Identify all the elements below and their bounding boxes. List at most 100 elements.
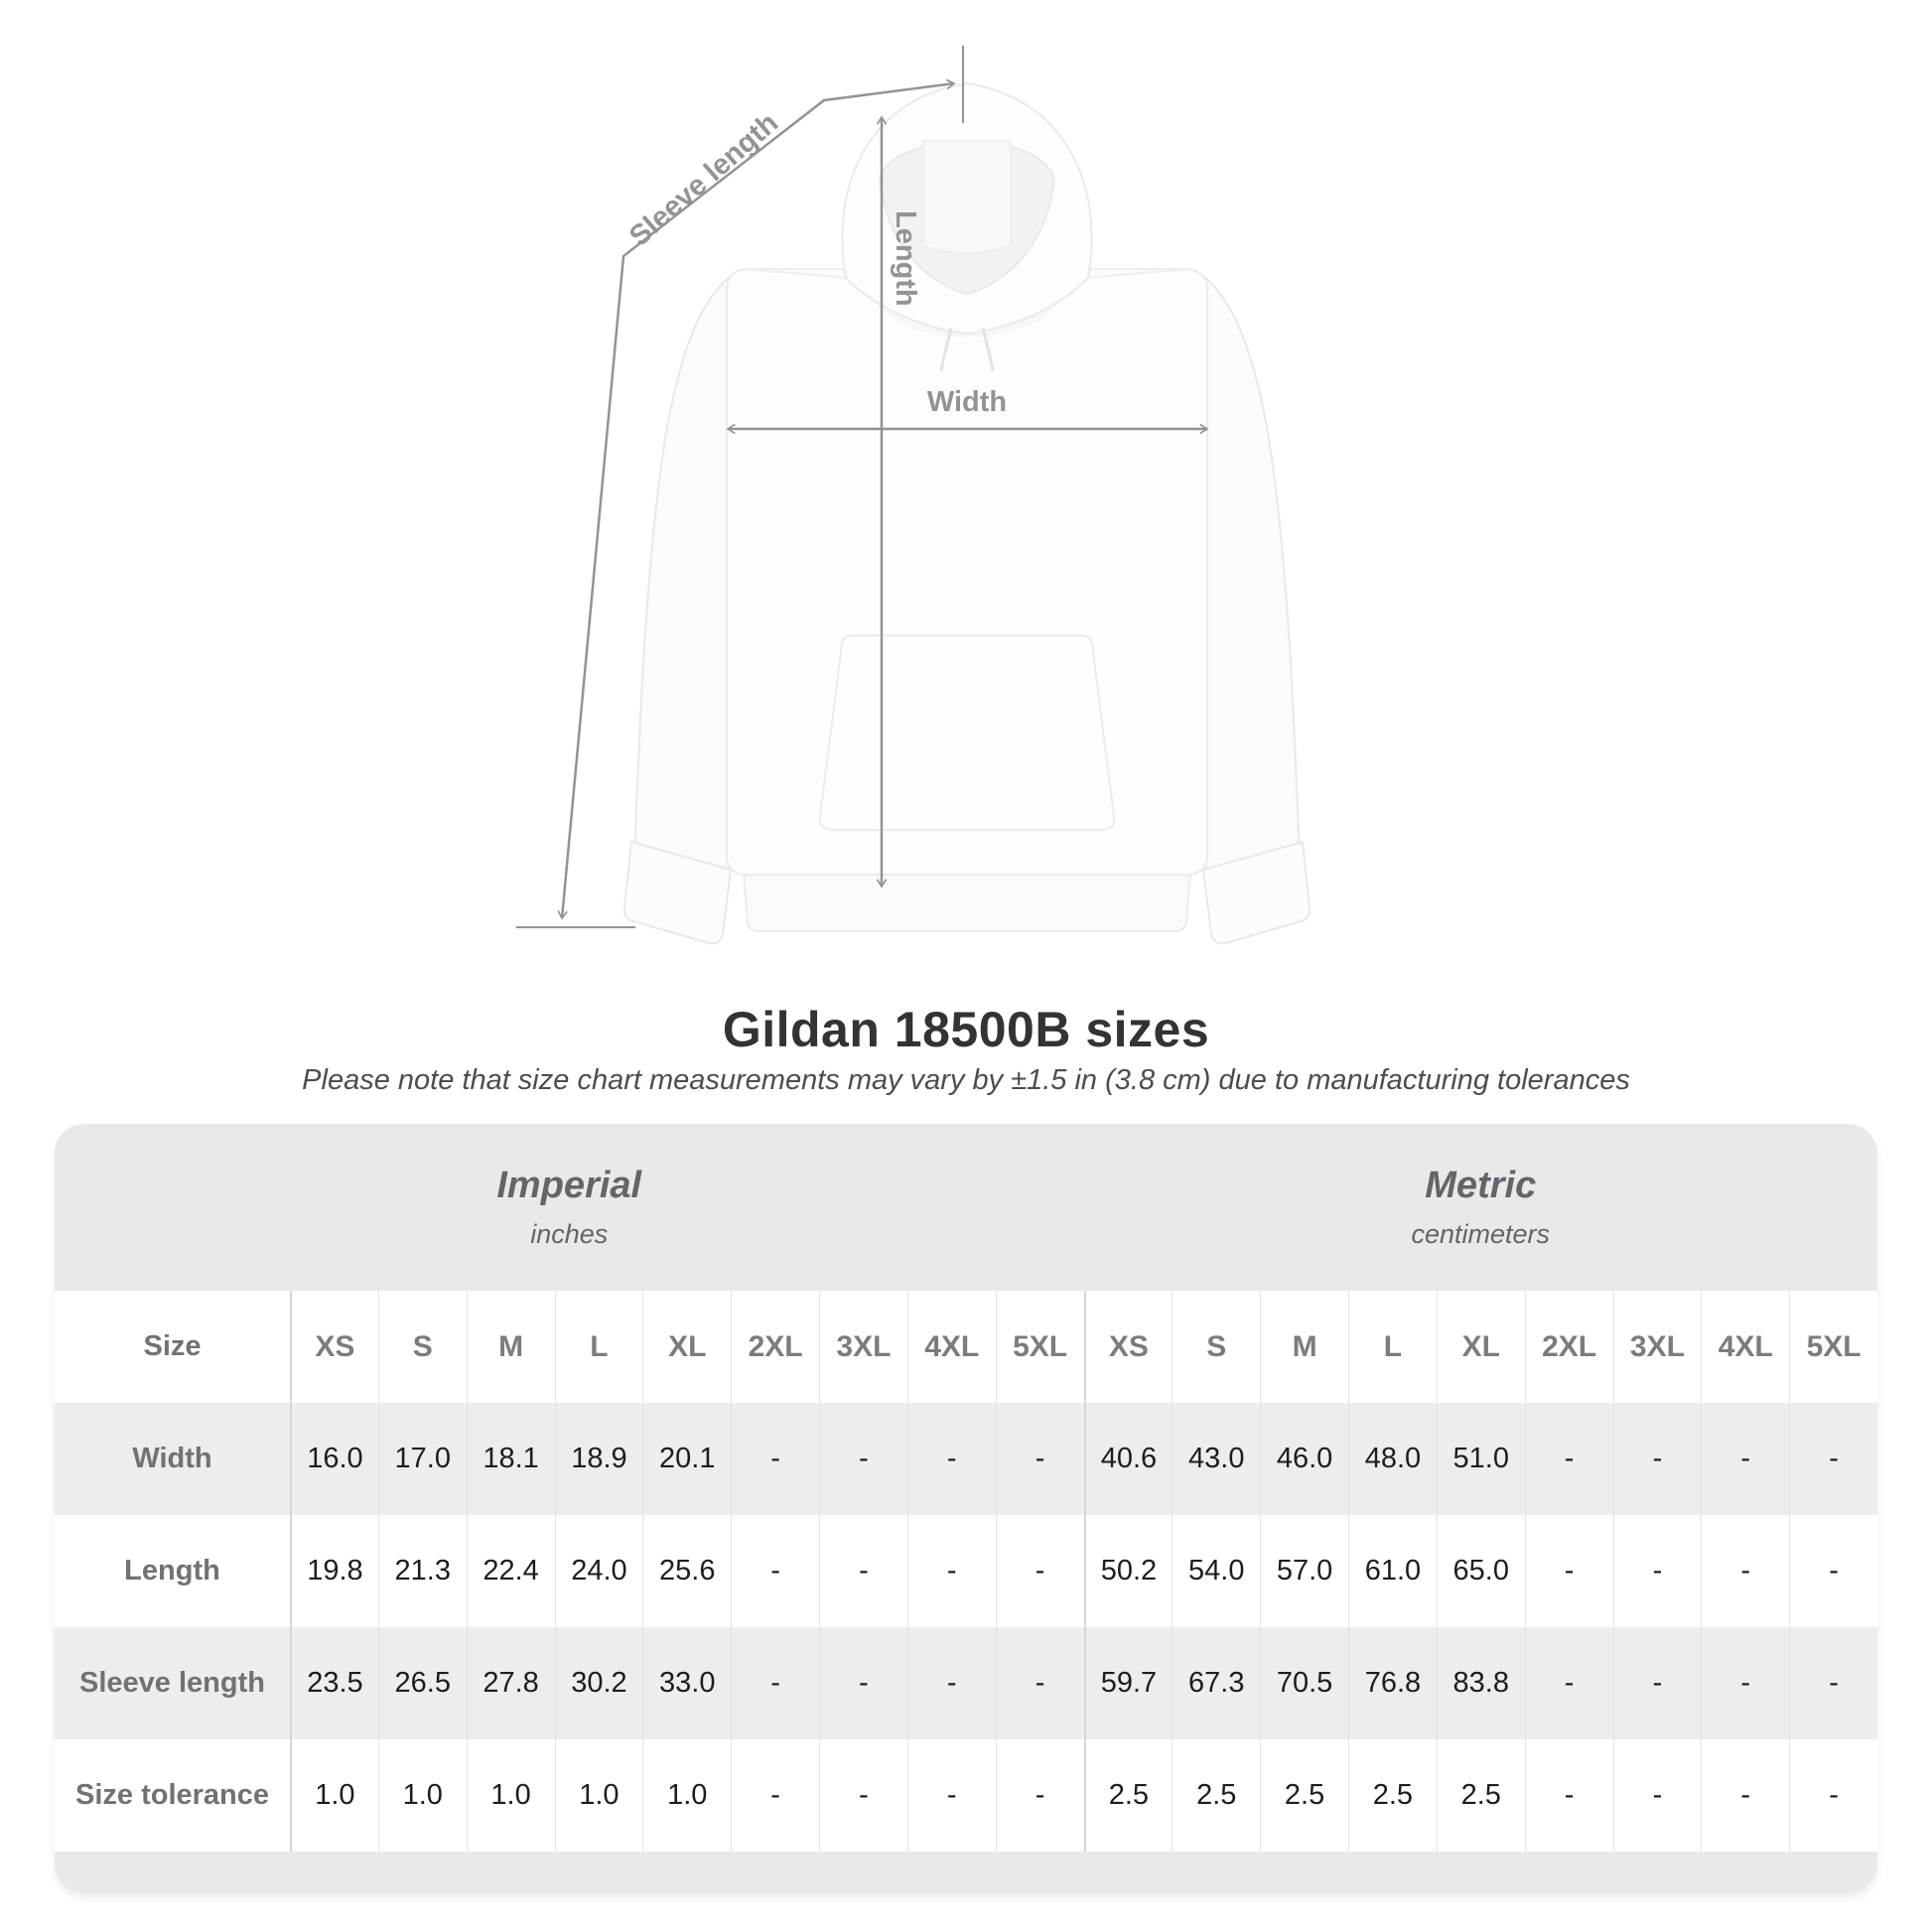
size-table: Imperial inches Metric centimeters Size … [55,1124,1877,1893]
size-column-metric-4xl: 4XL [1701,1291,1789,1403]
sleeve-length-arrow [557,78,956,920]
hoodie-pocket [818,634,1116,831]
value-cell: - [906,1515,996,1627]
value-cell: 76.8 [1348,1627,1437,1739]
value-cell: 51.0 [1436,1403,1525,1515]
size-column-imperial-5xl: 5XL [995,1291,1084,1403]
size-column-imperial-xs: XS [290,1291,378,1403]
value-cell: - [1701,1739,1789,1852]
hoodie-hem [743,874,1191,932]
value-cell: - [1612,1627,1702,1739]
value-cell: - [1701,1515,1789,1627]
unit-metric-name: Metric [1425,1165,1537,1206]
size-column-header: Size [143,1330,202,1362]
value-cell: - [1612,1739,1702,1852]
size-column-imperial-xl: XL [642,1291,731,1403]
value-cell: 18.1 [466,1403,555,1515]
value-cell: 1.0 [377,1739,467,1852]
size-column-metric-5xl: 5XL [1789,1291,1877,1403]
hoodie-illustration [622,82,1311,945]
size-column-metric-3xl: 3XL [1612,1291,1702,1403]
value-cell: - [731,1739,819,1852]
row-label: Width [55,1403,290,1515]
value-cell: - [906,1403,996,1515]
page-title: Gildan 18500B sizes [722,1002,1210,1057]
length-label: Length [890,210,921,307]
value-cell: - [819,1403,907,1515]
value-cell: - [995,1515,1084,1627]
value-cell: 26.5 [377,1627,467,1739]
value-cell: 16.0 [290,1403,378,1515]
row-label: Size tolerance [74,1779,270,1811]
value-cell: - [1789,1627,1877,1739]
value-cell: 57.0 [1260,1515,1348,1627]
unit-imperial-name: Imperial [496,1165,642,1206]
width-label: Width [927,386,1007,418]
value-cell: 2.5 [1260,1739,1348,1852]
size-column-metric-xl: XL [1436,1291,1525,1403]
size-column-metric-m: M [1260,1291,1348,1403]
size-column-metric-l: L [1348,1291,1437,1403]
value-cell: 48.0 [1348,1403,1437,1515]
value-cell: 24.0 [554,1515,643,1627]
hoodie-seam-right [1087,269,1186,279]
value-cell: 25.6 [642,1515,731,1627]
value-cell: - [1612,1403,1702,1515]
unit-header-metric: Metric centimeters [1083,1124,1877,1291]
value-cell: 59.7 [1083,1627,1173,1739]
value-cell: - [995,1403,1084,1515]
value-cell: 17.0 [377,1403,467,1515]
value-cell: 20.1 [642,1403,732,1515]
value-cell: 1.0 [554,1739,643,1852]
value-cell: - [731,1627,819,1739]
value-cell: 2.5 [1083,1739,1173,1852]
value-cell: - [1524,1403,1613,1515]
value-cell: - [731,1515,819,1627]
size-column-imperial-m: M [466,1291,555,1403]
value-cell: 1.0 [290,1739,378,1852]
value-cell: 65.0 [1436,1515,1525,1627]
size-column-imperial-4xl: 4XL [906,1291,996,1403]
value-cell: 54.0 [1172,1515,1260,1627]
value-cell: - [1789,1515,1877,1627]
value-cell: - [1701,1627,1790,1739]
value-cell: - [1524,1515,1613,1627]
value-cell: 33.0 [642,1627,732,1739]
value-cell: - [906,1739,996,1852]
value-cell: - [819,1627,907,1739]
size-column-metric-2xl: 2XL [1524,1291,1613,1403]
value-cell: 1.0 [642,1739,731,1852]
value-cell: - [1701,1403,1790,1515]
value-cell: - [819,1739,907,1852]
size-column-imperial-3xl: 3XL [819,1291,907,1403]
value-cell: - [1612,1515,1702,1627]
value-cell: 83.8 [1436,1627,1525,1739]
row-label: Sleeve length [55,1627,290,1739]
hoodie-hood-back-panel [922,140,1012,254]
value-cell: 27.8 [466,1627,555,1739]
value-cell: - [1789,1739,1877,1852]
value-cell: 2.5 [1348,1739,1437,1852]
value-cell: 19.8 [290,1515,378,1627]
hoodie-diagram: Sleeve length Length Width [516,46,1311,945]
hoodie-right-cuff [1202,841,1311,945]
value-cell: 40.6 [1083,1403,1173,1515]
value-cell: 2.5 [1436,1739,1525,1852]
sleeve-length-label: Sleeve length [623,107,784,253]
hoodie-drawstring-right [981,327,995,372]
value-cell: - [1524,1739,1613,1852]
value-cell: 46.0 [1260,1403,1348,1515]
value-cell: - [906,1627,996,1739]
value-cell: 61.0 [1348,1515,1437,1627]
value-cell: 43.0 [1172,1403,1261,1515]
value-cell: 30.2 [554,1627,643,1739]
value-cell: 22.4 [466,1515,555,1627]
value-cell: - [1524,1627,1613,1739]
size-column-metric-s: S [1172,1291,1260,1403]
value-cell: - [731,1403,819,1515]
value-cell: 21.3 [377,1515,467,1627]
value-cell: 70.5 [1260,1627,1348,1739]
value-cell: 2.5 [1172,1739,1260,1852]
size-column-imperial-s: S [377,1291,467,1403]
hoodie-diagram-svg: Sleeve length Length Width [516,46,1311,945]
